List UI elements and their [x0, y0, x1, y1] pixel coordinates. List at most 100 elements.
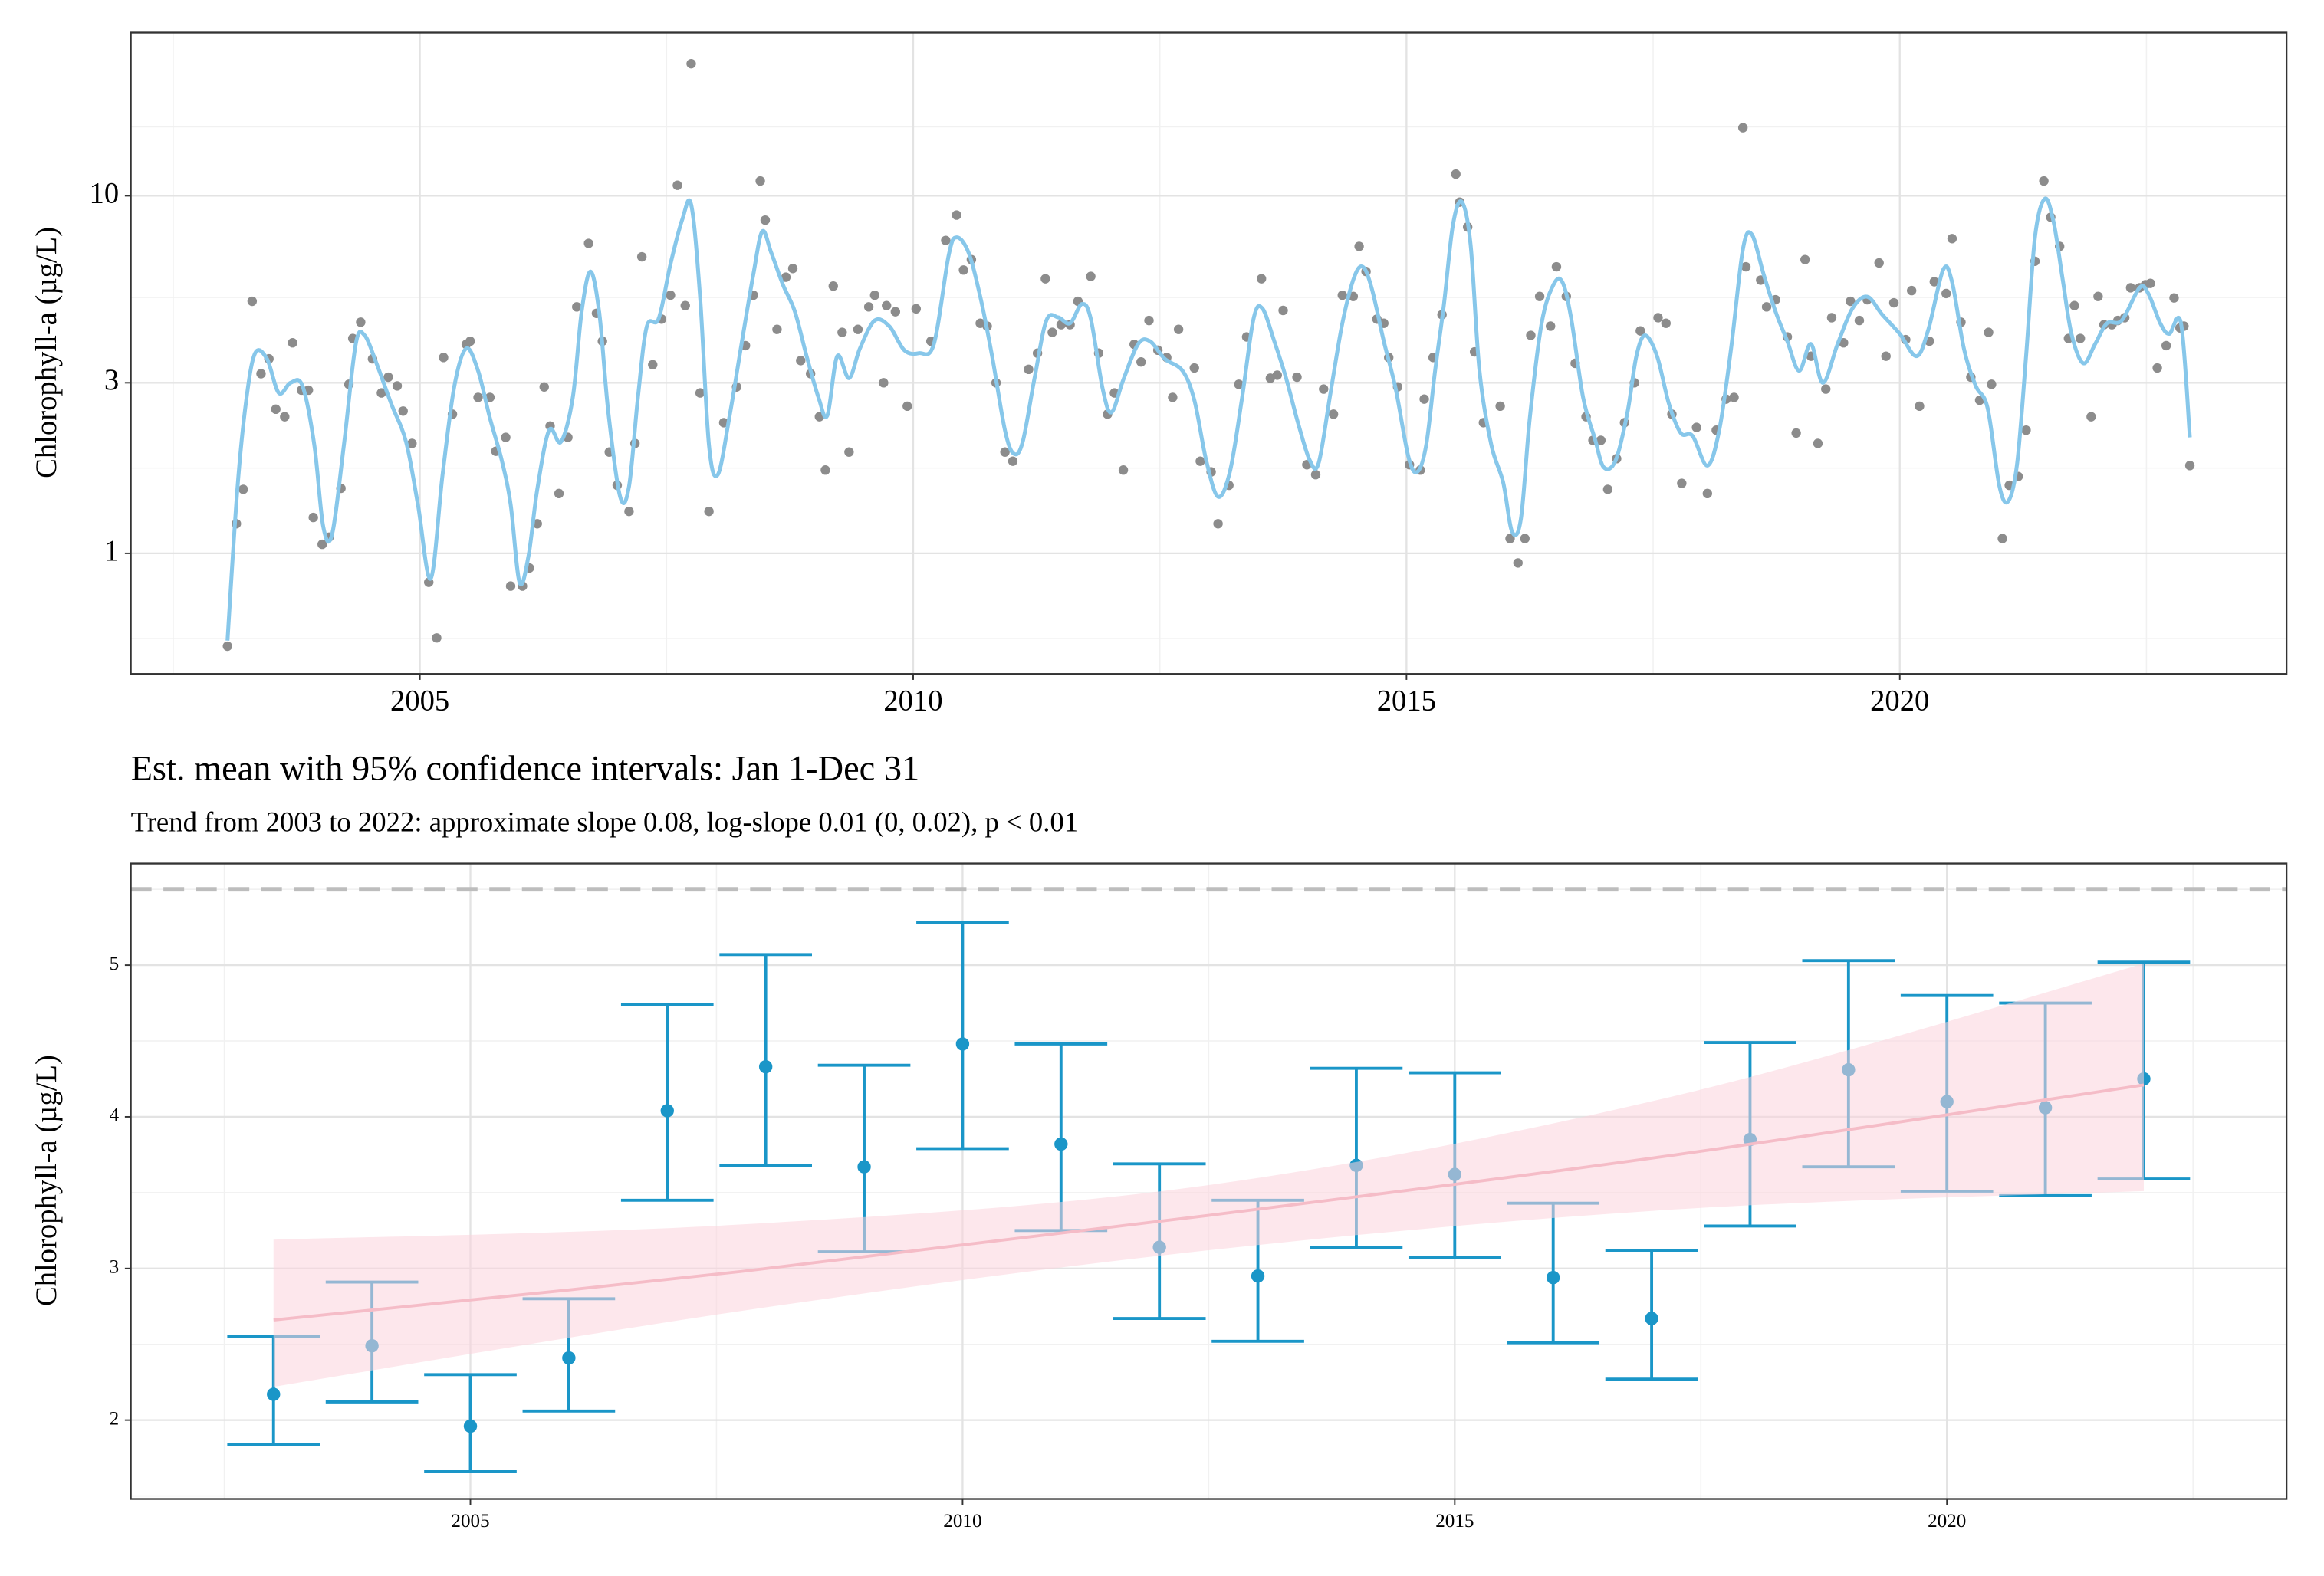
- data-point: [1257, 274, 1267, 284]
- x-tick-label: 2010: [883, 685, 942, 717]
- data-point: [439, 353, 449, 363]
- data-point: [1195, 456, 1205, 466]
- y-tick-label: 10: [90, 177, 120, 209]
- data-point: [1888, 297, 1899, 308]
- panel-border: [130, 31, 2288, 675]
- data-point: [1826, 313, 1837, 323]
- data-point: [1213, 519, 1223, 529]
- data-point: [308, 512, 318, 523]
- data-point: [1661, 318, 1671, 328]
- data-point: [317, 539, 327, 550]
- data-point: [1881, 351, 1891, 361]
- data-point: [796, 356, 806, 366]
- data-point: [781, 272, 791, 282]
- data-point: [1173, 324, 1184, 334]
- data-point: [941, 235, 951, 245]
- data-point: [704, 507, 714, 517]
- data-point: [1526, 330, 1536, 340]
- data-point: [636, 251, 647, 262]
- data-point: [1839, 338, 1849, 348]
- data-point: [1729, 392, 1739, 402]
- data-point: [473, 392, 483, 402]
- data-point: [1947, 234, 1957, 244]
- data-point: [288, 338, 297, 348]
- data-point: [1354, 241, 1364, 251]
- data-point: [1691, 422, 1701, 432]
- data-point: [820, 465, 830, 475]
- data-point: [1513, 558, 1523, 568]
- data-point: [1008, 456, 1018, 466]
- data-point: [1915, 401, 1925, 412]
- data-point: [1737, 123, 1748, 133]
- data-point: [755, 176, 765, 186]
- data-point: [280, 412, 290, 422]
- data-point: [1520, 534, 1530, 543]
- data-point: [247, 296, 258, 307]
- y-axis-title: Chlorophyll-a (µg/L): [31, 1055, 63, 1306]
- data-point: [1596, 435, 1606, 445]
- data-point: [2152, 363, 2162, 373]
- mean-point: [463, 1419, 478, 1433]
- data-point: [1505, 534, 1515, 543]
- data-point: [837, 327, 847, 337]
- data-point: [882, 300, 892, 310]
- data-point: [2086, 412, 2096, 422]
- confidence-band: [273, 964, 2144, 1387]
- data-point: [1144, 315, 1154, 326]
- data-point: [1874, 258, 1884, 268]
- data-point: [1168, 392, 1178, 402]
- x-tick-label: 2015: [1435, 1511, 1474, 1532]
- data-point: [1546, 321, 1556, 331]
- data-point: [648, 360, 658, 369]
- data-point: [680, 300, 690, 310]
- data-point: [1702, 488, 1713, 499]
- panel-border: [130, 862, 2288, 1500]
- data-point: [1984, 327, 1994, 337]
- data-point: [1653, 313, 1663, 323]
- data-point: [539, 382, 549, 392]
- data-point: [1451, 169, 1461, 179]
- data-point: [1800, 254, 1810, 264]
- mean-point: [1645, 1312, 1658, 1325]
- data-point: [1310, 470, 1321, 480]
- y-tick-label: 2: [110, 1408, 120, 1429]
- x-tick-label: 2020: [1928, 1511, 1966, 1532]
- data-point: [2125, 283, 2136, 293]
- data-point: [554, 488, 564, 499]
- data-point: [2039, 176, 2049, 186]
- data-point: [1292, 372, 1302, 383]
- data-point: [2076, 333, 2086, 343]
- data-point: [760, 215, 771, 225]
- data-point: [911, 304, 922, 314]
- data-point: [902, 401, 912, 412]
- data-point: [271, 404, 281, 415]
- data-point: [869, 290, 879, 300]
- data-point: [222, 641, 232, 652]
- data-point: [686, 58, 696, 69]
- data-point: [844, 447, 854, 457]
- chart-title: Est. mean with 95% confidence intervals:…: [131, 749, 920, 788]
- data-point: [879, 378, 889, 388]
- data-point: [828, 281, 838, 291]
- data-point: [1319, 384, 1329, 394]
- x-tick-label: 2015: [1377, 685, 1436, 717]
- data-point: [392, 381, 403, 391]
- data-point: [465, 336, 475, 346]
- data-point: [1846, 296, 1856, 307]
- data-point: [1040, 274, 1050, 284]
- smooth-line: [225, 196, 2192, 641]
- data-point: [772, 324, 782, 334]
- data-point: [672, 180, 682, 190]
- mean-point: [955, 1037, 970, 1051]
- data-point: [1118, 465, 1129, 475]
- data-point: [583, 238, 593, 248]
- data-point: [890, 307, 901, 317]
- data-point: [485, 392, 495, 402]
- mean-point: [758, 1059, 773, 1074]
- data-point: [1741, 261, 1751, 272]
- data-point: [787, 264, 798, 274]
- data-point: [1929, 277, 1939, 287]
- data-point: [1941, 288, 1951, 299]
- data-point: [256, 369, 266, 379]
